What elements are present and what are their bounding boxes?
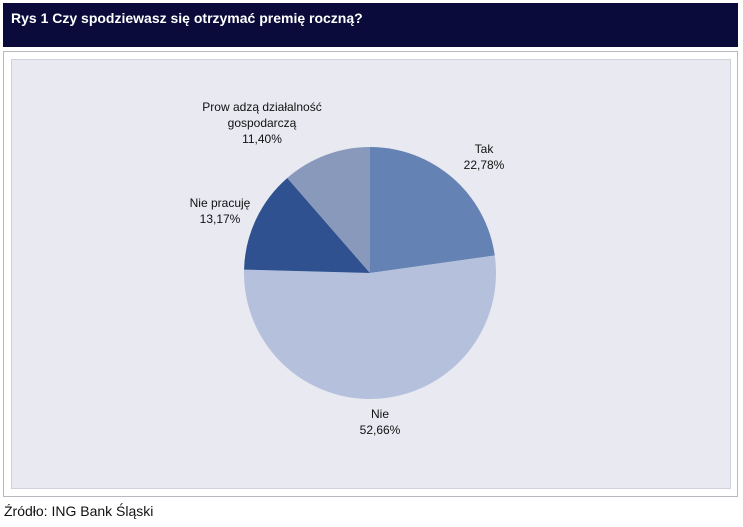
- pie-slice-1: [243, 255, 496, 399]
- slice-category-label: gospodarczą: [228, 116, 297, 130]
- slice-value-label: 11,40%: [242, 132, 282, 146]
- slice-category-label: Tak: [475, 142, 495, 156]
- slice-value-label: 52,66%: [360, 423, 401, 437]
- slice-label-3: Prow adzą działalność gospodarczą 11,40%: [202, 100, 321, 146]
- slice-value-label: 13,17%: [200, 212, 241, 226]
- slice-label-1: Nie 52,66%: [360, 407, 401, 437]
- pie-slice-3: [287, 147, 370, 273]
- pie-slice-0: [370, 147, 495, 273]
- slice-category-label: Nie pracuję: [190, 196, 251, 210]
- slice-label-2: Nie pracuję 13,17%: [190, 196, 251, 226]
- slice-category-label: Nie: [371, 407, 389, 421]
- chart-header: Rys 1 Czy spodziewasz się otrzymać premi…: [3, 3, 738, 47]
- slice-label-0: Tak 22,78%: [464, 142, 505, 172]
- chart-title: Rys 1 Czy spodziewasz się otrzymać premi…: [11, 10, 363, 26]
- source-note: Źródło: ING Bank Śląski: [4, 503, 154, 519]
- pie-slice-2: [244, 177, 370, 273]
- plot-area: [11, 59, 731, 489]
- slice-category-label: Prow adzą działalność: [202, 100, 321, 114]
- slice-value-label: 22,78%: [464, 158, 505, 172]
